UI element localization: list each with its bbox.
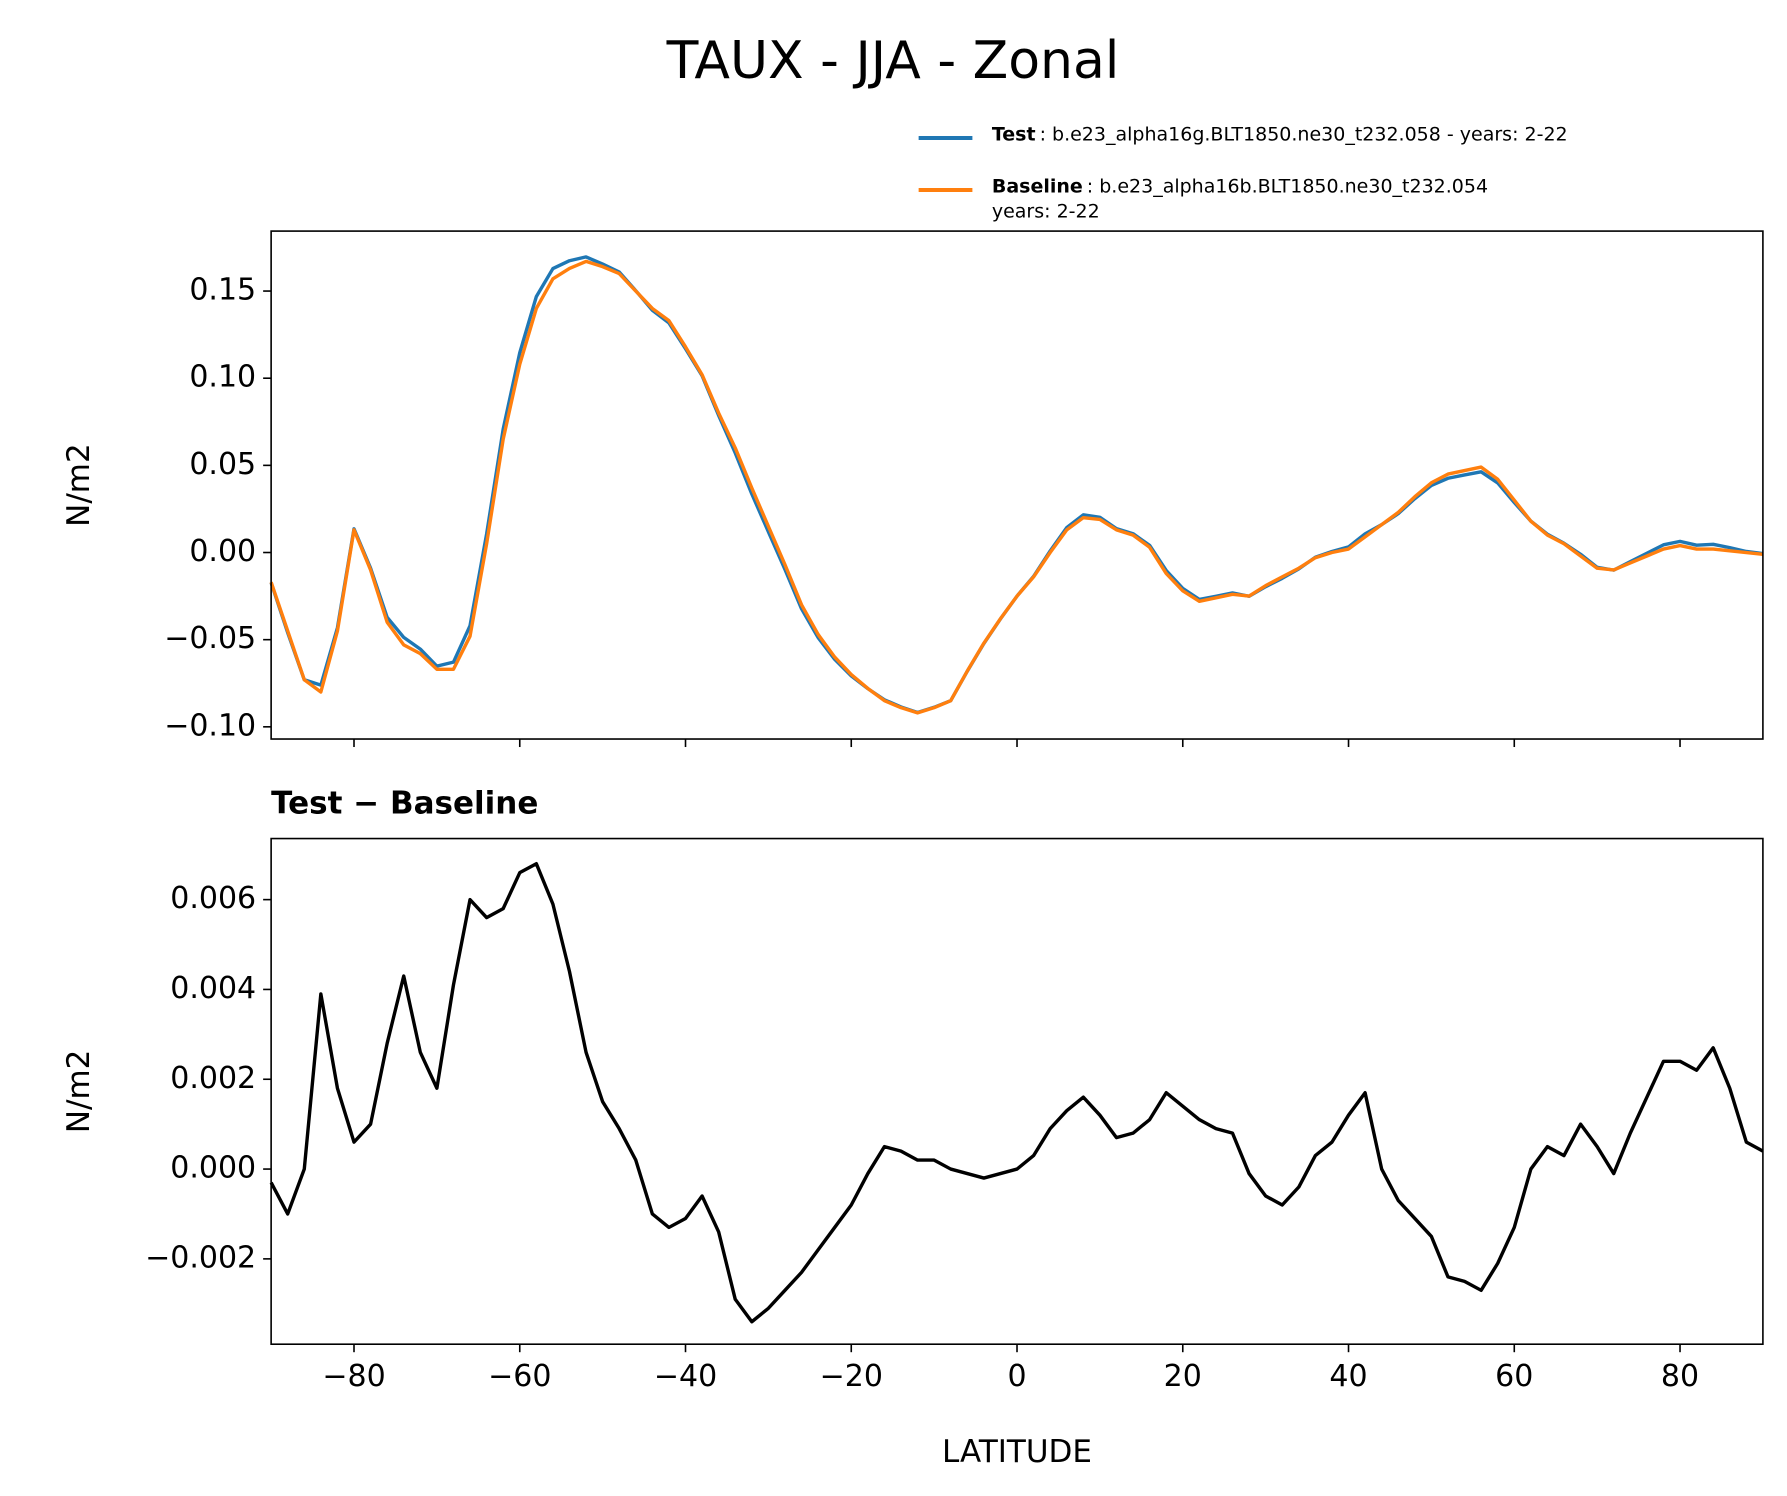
chart-title: TAUX - JJA - Zonal [666,31,1120,91]
x-tick-label: 60 [1495,1359,1533,1394]
y-tick-label: 0.004 [170,971,256,1006]
y-tick-label: 0.002 [170,1061,256,1096]
legend-label: Baseline [992,175,1083,197]
y-tick-label: −0.002 [145,1240,256,1275]
y-tick-label: 0.05 [189,447,256,482]
data-line [269,259,1764,715]
x-tick-label: 40 [1329,1359,1367,1394]
y-tick-label: 0.10 [189,360,256,395]
x-tick-label: −80 [322,1359,385,1394]
x-tick-label: 0 [1007,1359,1026,1394]
legend-label: Test [992,123,1036,145]
y-tick-label: 0.15 [189,273,256,308]
axes-frame [270,230,1764,740]
y-tick-label: −0.05 [164,621,256,656]
y-axis-label: N/m2 [61,443,97,527]
y-axis-label: N/m2 [61,1050,97,1134]
x-tick-label: 20 [1164,1359,1202,1394]
x-tick-label: −20 [820,1359,883,1394]
y-tick-label: 0.00 [189,534,256,569]
legend-description: years: 2-22 [992,200,1100,222]
axes-frame [270,837,1764,1346]
x-tick-label: −40 [654,1359,717,1394]
subplot-title: Test − Baseline [271,785,538,821]
y-tick-label: −0.10 [164,708,256,743]
y-tick-label: 0.006 [170,881,256,916]
x-tick-label: −60 [488,1359,551,1394]
legend-description: : b.e23_alpha16g.BLT1850.ne30_t232.058 -… [1040,123,1568,145]
x-tick-label: 80 [1661,1359,1699,1394]
legend-description: : b.e23_alpha16b.BLT1850.ne30_t232.054 [1087,175,1488,197]
x-axis-label: LATITUDE [942,1434,1092,1470]
y-tick-label: 0.000 [170,1151,256,1186]
data-line [269,862,1764,1324]
